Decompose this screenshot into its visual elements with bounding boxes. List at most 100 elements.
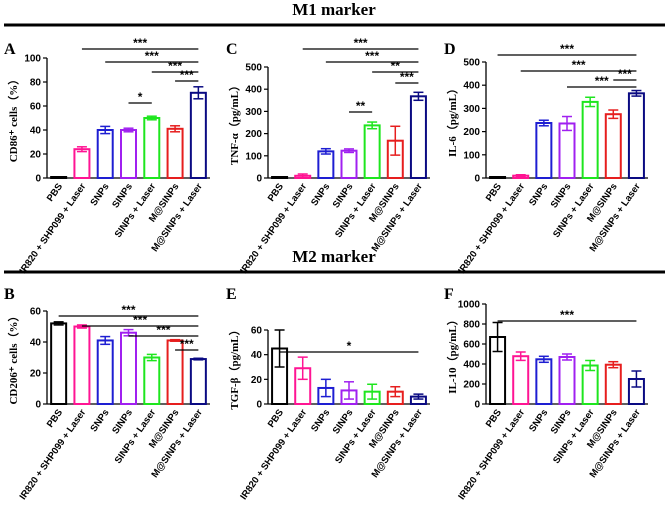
bar <box>166 127 184 180</box>
y-tick-label: 100 <box>24 54 41 65</box>
y-tick-label: 0 <box>35 400 41 411</box>
significance-label: *** <box>595 74 609 88</box>
panel-letter-c: C <box>226 41 238 58</box>
y-tick-label: 200 <box>463 127 480 138</box>
y-tick-label: 600 <box>463 340 480 351</box>
bar <box>581 100 599 179</box>
y-tick-label: 0 <box>474 174 480 185</box>
bar <box>363 124 381 179</box>
significance-label: *** <box>400 70 414 84</box>
significance-label: * <box>138 90 143 104</box>
y-tick-label: 500 <box>245 63 262 74</box>
panel-letter-a: A <box>4 41 16 58</box>
y-tick-label: 300 <box>463 104 480 115</box>
y-tick-label: 20 <box>30 150 42 161</box>
bar <box>73 325 91 405</box>
significance-label: ** <box>391 59 401 73</box>
y-tick-label: 100 <box>463 150 480 161</box>
y-tick-label: 40 <box>30 126 42 137</box>
significance-label: *** <box>354 36 368 50</box>
bar <box>96 129 114 179</box>
y-tick-label: 200 <box>245 129 262 140</box>
bar <box>317 150 335 179</box>
category-label: SNPs <box>309 181 332 208</box>
y-axis-label: IL-6（pg/mL） <box>446 83 459 157</box>
bar <box>604 113 622 179</box>
panel-letter-e: E <box>226 286 237 303</box>
y-tick-label: 0 <box>474 400 480 411</box>
category-label: PBS <box>484 407 504 429</box>
significance-label: *** <box>560 308 574 322</box>
category-label: SNPs <box>527 407 550 434</box>
category-label: SNPs <box>88 407 111 434</box>
bar <box>558 356 576 405</box>
category-label: PBS <box>266 407 286 429</box>
y-axis-label: CD86⁺ cells（%） <box>7 74 20 163</box>
significance-label: *** <box>618 67 632 81</box>
category-label: PBS <box>484 181 504 203</box>
y-tick-label: 100 <box>245 151 262 162</box>
panel-letter-d: D <box>444 41 456 58</box>
category-label: PBS <box>266 181 286 203</box>
significance-label: *** <box>133 313 147 327</box>
bar <box>409 95 427 179</box>
y-tick-label: 1000 <box>458 300 481 311</box>
bar <box>50 322 68 405</box>
bar <box>143 356 161 405</box>
y-tick-label: 400 <box>463 360 480 371</box>
y-tick-label: 40 <box>251 350 263 361</box>
bar <box>189 91 207 179</box>
y-tick-label: 800 <box>463 320 480 331</box>
bar <box>627 92 645 179</box>
panel-letter-f: F <box>444 286 454 303</box>
bar <box>120 129 137 179</box>
bar <box>73 148 91 179</box>
bar <box>143 117 161 179</box>
significance-label: *** <box>365 49 379 63</box>
significance-label: *** <box>121 303 135 317</box>
y-tick-label: 0 <box>256 174 262 185</box>
y-tick-label: 20 <box>251 375 263 386</box>
y-tick-label: 0 <box>35 174 41 185</box>
category-label: SNPs <box>309 407 332 434</box>
section-title-m1: M1 marker <box>292 0 376 19</box>
significance-label: *** <box>572 58 586 72</box>
bar <box>581 364 599 405</box>
y-tick-label: 40 <box>30 338 42 349</box>
y-tick-label: 300 <box>245 107 262 118</box>
y-axis-label: IL-10（pg/mL） <box>446 314 459 393</box>
significance-label: * <box>347 339 352 353</box>
y-tick-label: 200 <box>463 380 480 391</box>
bar <box>340 149 358 179</box>
significance-label: *** <box>168 59 182 73</box>
significance-label: *** <box>180 337 194 351</box>
y-axis-label: CD206⁺ cells（%） <box>7 310 20 404</box>
y-tick-label: 60 <box>30 102 42 113</box>
bar <box>512 355 530 406</box>
y-axis-label: TNF-α（pg/mL） <box>228 80 241 165</box>
significance-label: *** <box>560 42 574 56</box>
y-tick-label: 500 <box>463 58 480 69</box>
significance-label: *** <box>180 68 194 82</box>
bar <box>96 339 114 406</box>
y-tick-label: 20 <box>30 369 42 380</box>
panel-letter-b: B <box>4 286 15 303</box>
significance-label: *** <box>145 49 159 63</box>
y-tick-label: 60 <box>30 307 42 318</box>
category-label: PBS <box>45 181 65 203</box>
category-label: SNPs <box>88 181 111 208</box>
y-tick-label: 0 <box>256 400 262 411</box>
bar <box>535 358 553 405</box>
y-tick-label: 60 <box>251 326 263 337</box>
bar <box>604 363 622 406</box>
significance-label: *** <box>133 36 147 50</box>
significance-label: ** <box>356 99 366 113</box>
y-tick-label: 400 <box>245 85 262 96</box>
bar <box>558 122 576 180</box>
significance-label: *** <box>156 323 170 337</box>
